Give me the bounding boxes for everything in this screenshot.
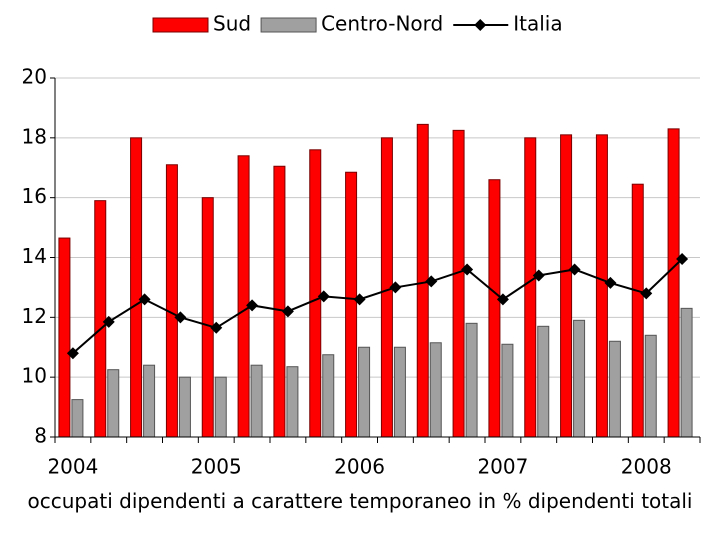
legend-swatch (152, 17, 209, 33)
legend-item: Sud (152, 12, 251, 36)
bar (608, 340, 621, 438)
bar (488, 179, 501, 438)
line-marker (532, 269, 545, 282)
x-axis-label: occupati dipendenti a carattere temporan… (27, 489, 693, 513)
line-marker (461, 263, 474, 276)
bar (631, 183, 644, 438)
x-tick-label: 2007 (477, 455, 528, 479)
y-tick-label: 18 (22, 124, 47, 148)
bar (560, 134, 573, 438)
bar (237, 155, 250, 438)
legend-marker (474, 19, 487, 31)
bar (452, 129, 465, 438)
bar (667, 128, 680, 438)
bar (501, 343, 514, 438)
bar (680, 307, 693, 438)
bar (286, 366, 299, 438)
bar (94, 200, 107, 438)
bar (309, 149, 322, 438)
line-marker (496, 293, 509, 306)
bar (644, 334, 657, 438)
y-tick-label: 20 (22, 65, 47, 89)
line-marker (604, 276, 617, 289)
bar (393, 346, 406, 438)
line-marker (676, 252, 689, 265)
x-tick-label: 2008 (621, 455, 672, 479)
x-tick-label: 2004 (47, 455, 98, 479)
bar (429, 342, 442, 438)
bar (165, 164, 178, 438)
legend: Sud Centro-Nord Italia (152, 12, 563, 36)
line-marker (317, 290, 330, 303)
y-tick-label: 14 (22, 244, 47, 268)
line-marker (568, 263, 581, 276)
bar (524, 137, 537, 438)
bar (273, 165, 286, 438)
y-tick-label: 12 (22, 304, 47, 328)
x-tick-label: 2006 (334, 455, 385, 479)
bar (71, 399, 84, 438)
line-marker (353, 293, 366, 306)
bar (250, 364, 263, 438)
legend-label: Centro-Nord (321, 12, 443, 36)
bar (178, 376, 191, 438)
bar (537, 325, 550, 438)
line-marker (281, 305, 294, 318)
bar (107, 369, 120, 438)
bar (130, 137, 143, 438)
bar (345, 171, 358, 438)
line-marker (640, 287, 653, 300)
y-tick-label: 10 (22, 364, 47, 388)
bar (214, 376, 227, 438)
bar (322, 354, 335, 438)
line-marker (389, 281, 402, 294)
legend-item: Italia (453, 12, 563, 36)
legend-item: Centro-Nord (260, 12, 443, 36)
x-tick-label: 2005 (191, 455, 242, 479)
legend-label: Sud (213, 12, 251, 36)
bar (595, 134, 608, 438)
bar (465, 322, 478, 438)
line (72, 258, 683, 354)
y-tick-label: 16 (22, 184, 47, 208)
legend-swatch (260, 17, 317, 33)
line-marker (425, 275, 438, 288)
bar (58, 237, 71, 438)
line-marker (138, 293, 151, 306)
y-tick-label: 8 (34, 424, 47, 448)
bar (573, 319, 586, 438)
line-marker (210, 321, 223, 334)
bar (201, 197, 214, 438)
line-marker (174, 311, 187, 324)
line-marker (246, 299, 259, 312)
line-marker (102, 315, 115, 328)
bar (358, 346, 371, 438)
legend-label: Italia (513, 12, 562, 36)
bar (143, 364, 156, 438)
line-marker (66, 347, 79, 360)
